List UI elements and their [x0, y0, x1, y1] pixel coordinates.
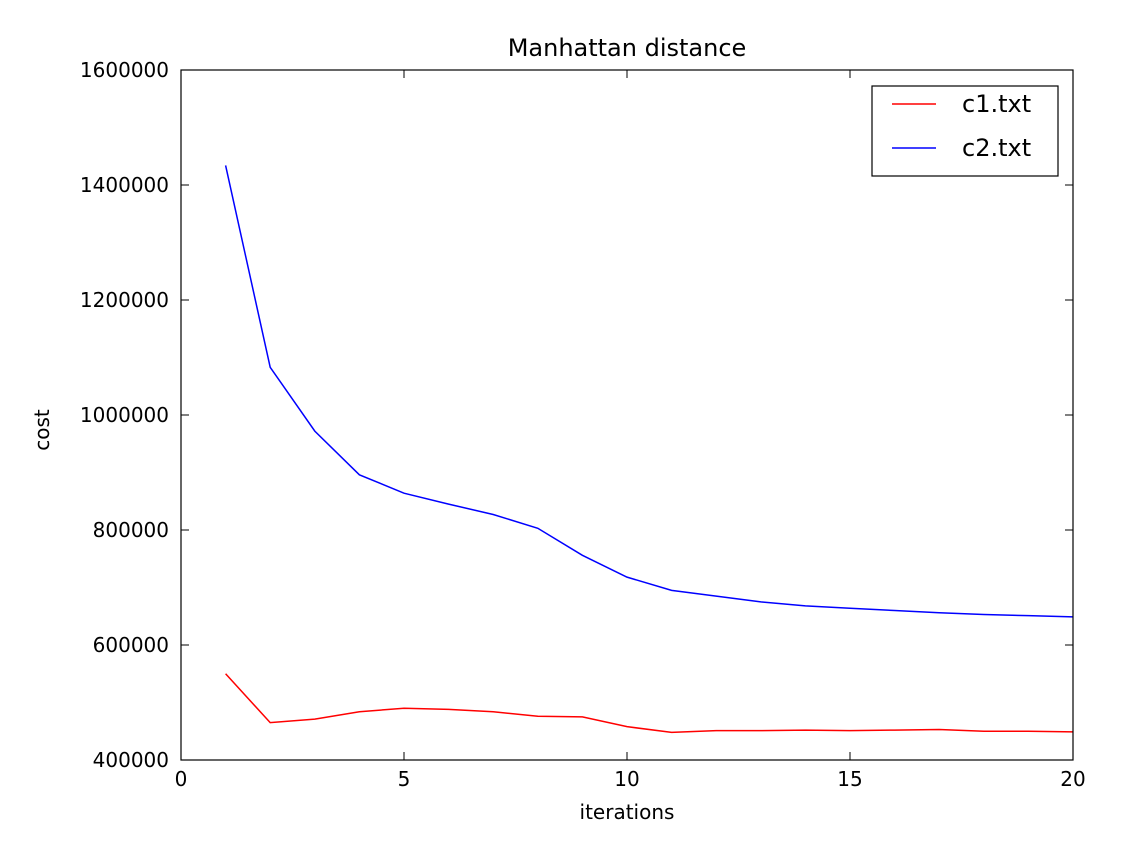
y-tick-label: 1600000 — [80, 58, 169, 82]
legend-box — [871, 85, 1059, 177]
y-axis-label: cost — [30, 409, 54, 451]
x-tick-label: 10 — [614, 767, 639, 791]
legend-label-c1: c1.txt — [962, 90, 1031, 118]
axis-ticks: 0 5 10 15 20 400000 600000 800000 1000000 1200000… — [80, 58, 1086, 791]
x-tick-label: 20 — [1060, 767, 1085, 791]
y-tick-label: 1000000 — [80, 403, 169, 427]
x-tick-label: 5 — [398, 767, 411, 791]
series-line-1 — [224, 165, 1074, 618]
plot-frame — [180, 69, 1074, 761]
y-tick-label: 400000 — [93, 748, 169, 772]
x-tick-label: 0 — [175, 767, 188, 791]
x-axis-label: iterations — [580, 800, 675, 824]
chart-title: Manhattan distance — [508, 34, 747, 62]
series-layer — [224, 165, 1074, 734]
y-tick-label: 1200000 — [80, 288, 169, 312]
y-tick-label: 800000 — [93, 518, 169, 542]
y-tick-label: 1400000 — [80, 173, 169, 197]
series-line-0 — [225, 673, 1074, 734]
legend-label-c2: c2.txt — [962, 134, 1031, 162]
y-tick-label: 600000 — [93, 633, 169, 657]
legend: c1.txt c2.txt — [871, 85, 1059, 177]
x-tick-label: 15 — [837, 767, 862, 791]
